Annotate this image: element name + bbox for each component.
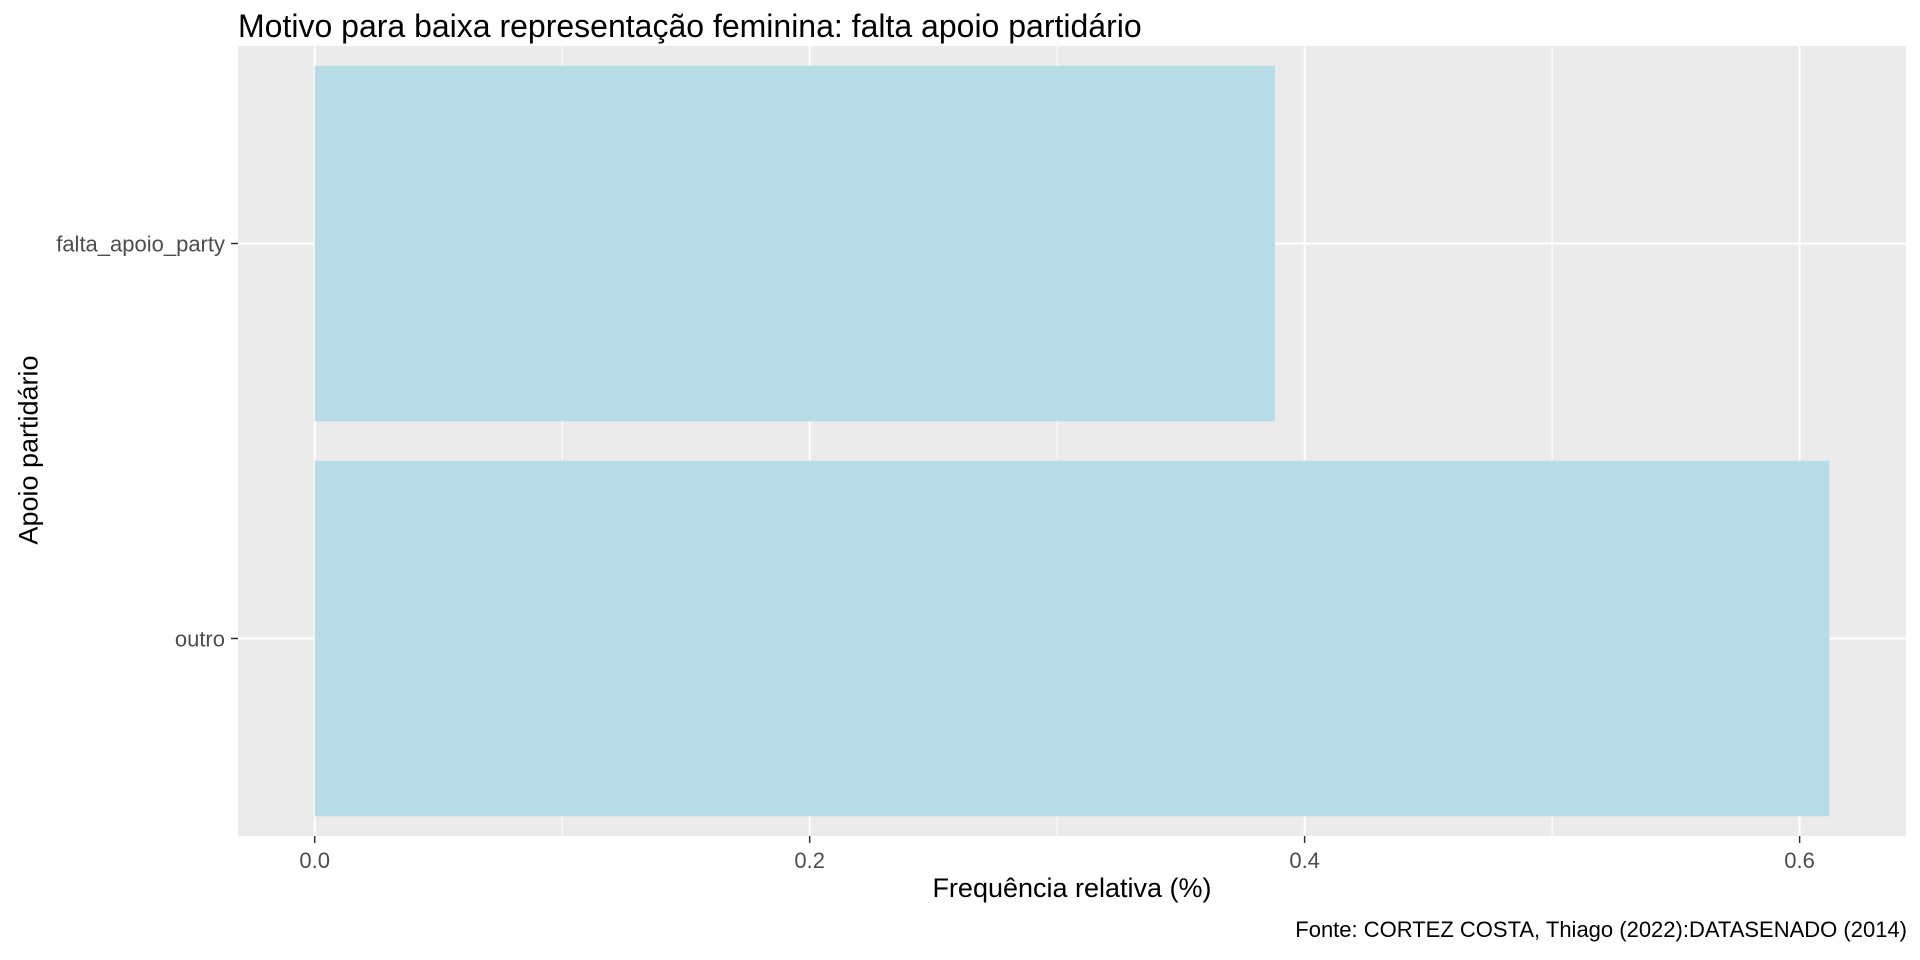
x-tick-label: 0.0 <box>299 848 330 873</box>
bar-outro <box>314 460 1830 817</box>
y-axis-label: Apoio partidário <box>13 355 44 545</box>
y-tick-label: outro <box>175 627 225 652</box>
x-axis-label: Frequência relativa (%) <box>932 873 1212 903</box>
source-caption: Fonte: CORTEZ COSTA, Thiago (2022):DATAS… <box>1295 917 1907 942</box>
x-tick-label: 0.6 <box>1784 848 1815 873</box>
bar-falta_apoio_party <box>314 65 1275 422</box>
bars <box>314 65 1830 817</box>
y-tick-label: falta_apoio_party <box>56 232 225 257</box>
x-tick-label: 0.4 <box>1289 848 1320 873</box>
x-tick-label: 0.2 <box>794 848 825 873</box>
chart-title: Motivo para baixa representação feminina… <box>238 8 1142 44</box>
